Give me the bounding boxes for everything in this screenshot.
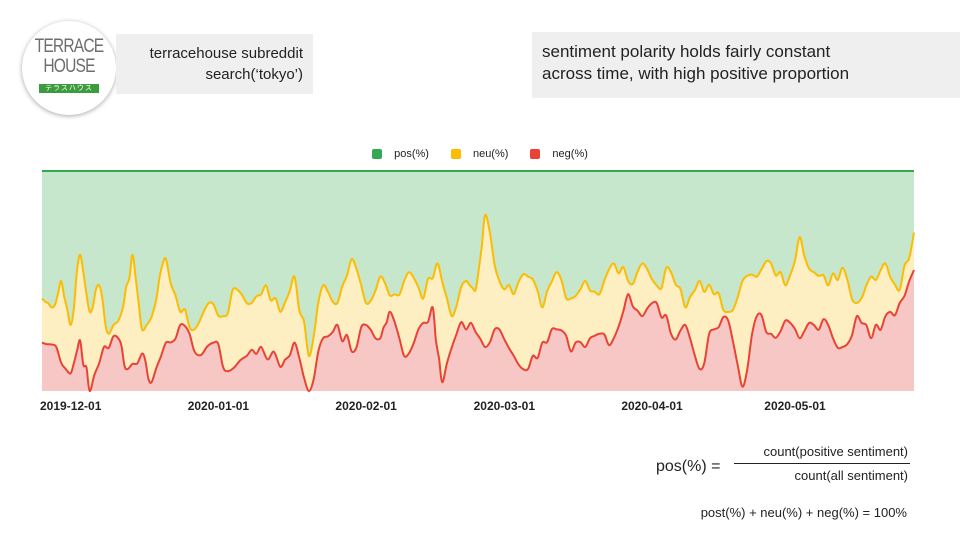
- subtitle-box: terracehouse subreddit search(‘tokyo’): [116, 34, 313, 94]
- logo-line-2: HOUSE: [43, 56, 95, 77]
- legend-label-pos: pos(%): [394, 148, 429, 160]
- formula-denominator: count(all sentiment): [794, 468, 908, 483]
- legend-swatch-neg: [530, 149, 541, 159]
- legend-item-neu: neu(%): [450, 146, 509, 162]
- x-tick-label-1: 2020-01-01: [188, 399, 250, 413]
- x-tick-label-4: 2020-04-01: [621, 399, 683, 413]
- formula-numerator: count(positive sentiment): [763, 444, 908, 459]
- neu-line: [41, 213, 915, 358]
- terrace-house-logo: TERRACE HOUSE テラスハウス: [22, 21, 116, 115]
- logo-line-1: TERRACE: [34, 36, 105, 57]
- legend-item-neg: neg(%): [530, 146, 588, 162]
- pos-formula: pos(%) = count(positive sentiment) count…: [650, 442, 912, 490]
- note-line-2: across time, with high positive proporti…: [542, 64, 850, 83]
- legend-swatch-neu: [450, 149, 461, 159]
- formula-fraction-bar: [734, 463, 910, 464]
- subtitle-line-1: terracehouse subreddit: [149, 45, 303, 62]
- sentiment-area-chart: 2019-12-01 2020-01-01 2020-02-01 2020-03-01…: [40, 170, 915, 413]
- observation-note: sentiment polarity holds fairly constant…: [532, 32, 960, 98]
- x-tick-label-0: 2019-12-01: [40, 399, 102, 413]
- chart-legend: pos(%) neu(%) neg(%): [0, 146, 960, 162]
- subtitle-line-2: search(‘tokyo’): [205, 66, 303, 83]
- legend-item-pos: pos(%): [372, 146, 429, 162]
- sum-equation: post(%) + neu(%) + neg(%) = 100%: [700, 505, 907, 520]
- legend-label-neu: neu(%): [472, 148, 509, 160]
- legend-swatch-pos: [372, 149, 383, 159]
- note-line-1: sentiment polarity holds fairly constant: [542, 42, 831, 61]
- x-tick-label-5: 2020-05-01: [764, 399, 826, 413]
- x-tick-label-2: 2020-02-01: [335, 399, 397, 413]
- formula-lhs: pos(%) =: [656, 458, 721, 475]
- logo-tagline: テラスハウス: [39, 84, 99, 93]
- neg-line: [41, 269, 915, 393]
- x-tick-label-3: 2020-03-01: [474, 399, 536, 413]
- legend-label-neg: neg(%): [552, 148, 588, 160]
